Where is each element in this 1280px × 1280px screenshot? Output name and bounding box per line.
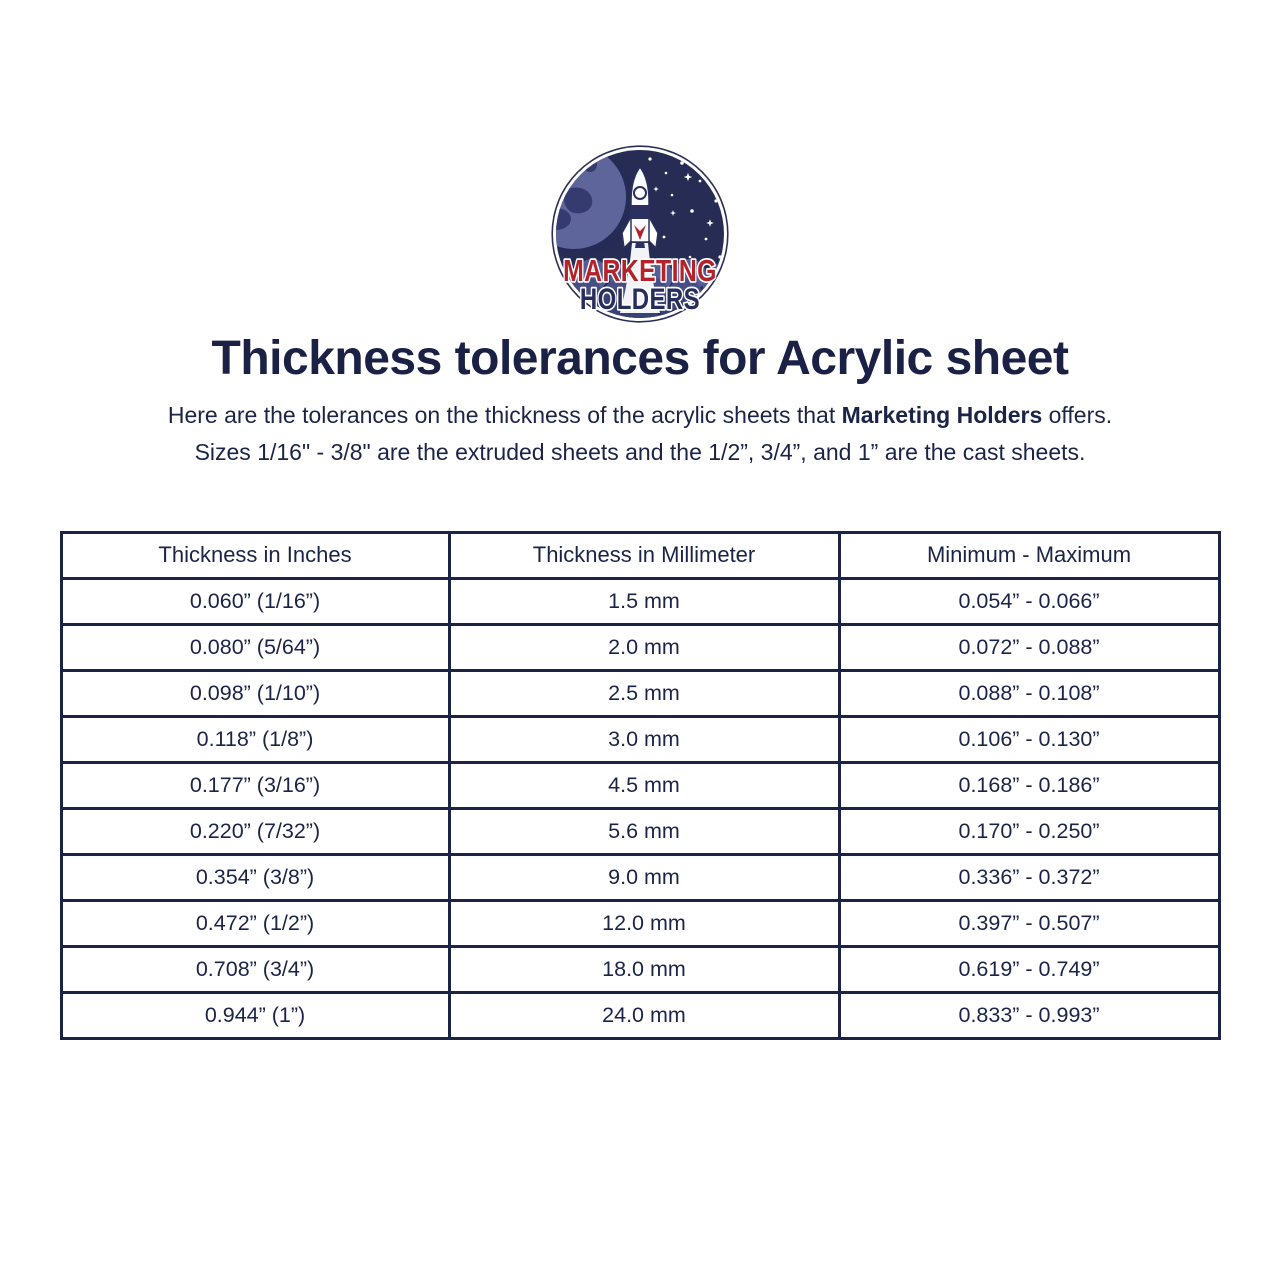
cell-range: 0.397” - 0.507” (837, 898, 1221, 948)
table-row: 0.060” (1/16”) 1.5 mm 0.054” - 0.066” (59, 576, 1221, 626)
table-row: 0.944” (1”) 24.0 mm 0.833” - 0.993” (59, 990, 1221, 1040)
cell-mm: 2.0 mm (447, 622, 841, 672)
cell-inches: 0.472” (1/2”) (59, 898, 451, 948)
cell-range: 0.088” - 0.108” (837, 668, 1221, 718)
intro-line-1: Here are the tolerances on the thickness… (0, 397, 1280, 434)
cell-range: 0.054” - 0.066” (837, 576, 1221, 626)
cell-mm: 2.5 mm (447, 668, 841, 718)
rocket-icon (621, 165, 659, 250)
table-row: 0.080” (5/64”) 2.0 mm 0.072” - 0.088” (59, 622, 1221, 672)
brand-name-marketing: MARKETING (563, 253, 717, 287)
cell-mm: 12.0 mm (447, 898, 841, 948)
logo-badge: MARKETING HOLDERS (551, 145, 729, 323)
cell-range: 0.336” - 0.372” (837, 852, 1221, 902)
table-row: 0.708” (3/4”) 18.0 mm 0.619” - 0.749” (59, 944, 1221, 994)
cell-inches: 0.220” (7/32”) (59, 806, 451, 856)
cell-inches: 0.060” (1/16”) (59, 576, 451, 626)
cell-mm: 9.0 mm (447, 852, 841, 902)
rocket-plume-icon (620, 243, 660, 313)
cell-range: 0.072” - 0.088” (837, 622, 1221, 672)
cell-mm: 24.0 mm (447, 990, 841, 1040)
stars-icon (648, 157, 722, 277)
tolerance-table: Thickness in Inches Thickness in Millime… (59, 530, 1221, 1040)
cell-inches: 0.098” (1/10”) (59, 668, 451, 718)
intro-line-2: Sizes 1/16" - 3/8" are the extruded shee… (194, 438, 1086, 465)
cell-inches: 0.118” (1/8”) (59, 714, 451, 764)
table-row: 0.177” (3/16”) 4.5 mm 0.168” - 0.186” (59, 760, 1221, 810)
intro-paragraph: Here are the tolerances on the thickness… (0, 397, 1280, 471)
cell-inches: 0.080” (5/64”) (59, 622, 451, 672)
table-row: 0.220” (7/32”) 5.6 mm 0.170” - 0.250” (59, 806, 1221, 856)
table-row: 0.098” (1/10”) 2.5 mm 0.088” - 0.108” (59, 668, 1221, 718)
cell-mm: 5.6 mm (447, 806, 841, 856)
intro-line1-prefix: Here are the tolerances on the thickness… (167, 401, 842, 428)
cell-mm: 18.0 mm (447, 944, 841, 994)
cell-inches: 0.708” (3/4”) (59, 944, 451, 994)
intro-line1-suffix: offers. (1042, 401, 1113, 428)
cell-range: 0.833” - 0.993” (837, 990, 1221, 1040)
cell-inches: 0.354” (3/8”) (59, 852, 451, 902)
table-header-row: Thickness in Inches Thickness in Millime… (59, 530, 1221, 580)
table-row: 0.118” (1/8”) 3.0 mm 0.106” - 0.130” (59, 714, 1221, 764)
cell-mm: 1.5 mm (447, 576, 841, 626)
cell-mm: 3.0 mm (447, 714, 841, 764)
cell-inches: 0.177” (3/16”) (59, 760, 451, 810)
page-title: Thickness tolerances for Acrylic sheet (211, 332, 1069, 385)
brand-name-holders: HOLDERS (580, 281, 700, 315)
cell-inches: 0.944” (1”) (59, 990, 451, 1040)
header-thickness-inches: Thickness in Inches (59, 530, 451, 580)
brand-logo: MARKETING HOLDERS (540, 145, 740, 327)
cell-range: 0.106” - 0.130” (837, 714, 1221, 764)
cell-range: 0.168” - 0.186” (837, 760, 1221, 810)
cell-range: 0.619” - 0.749” (837, 944, 1221, 994)
table-row: 0.354” (3/8”) 9.0 mm 0.336” - 0.372” (59, 852, 1221, 902)
cell-mm: 4.5 mm (447, 760, 841, 810)
intro-brand-name: Marketing Holders (841, 401, 1043, 428)
table-row: 0.472” (1/2”) 12.0 mm 0.397” - 0.507” (59, 898, 1221, 948)
header-min-max: Minimum - Maximum (837, 530, 1221, 580)
cell-range: 0.170” - 0.250” (837, 806, 1221, 856)
header-thickness-mm: Thickness in Millimeter (447, 530, 841, 580)
